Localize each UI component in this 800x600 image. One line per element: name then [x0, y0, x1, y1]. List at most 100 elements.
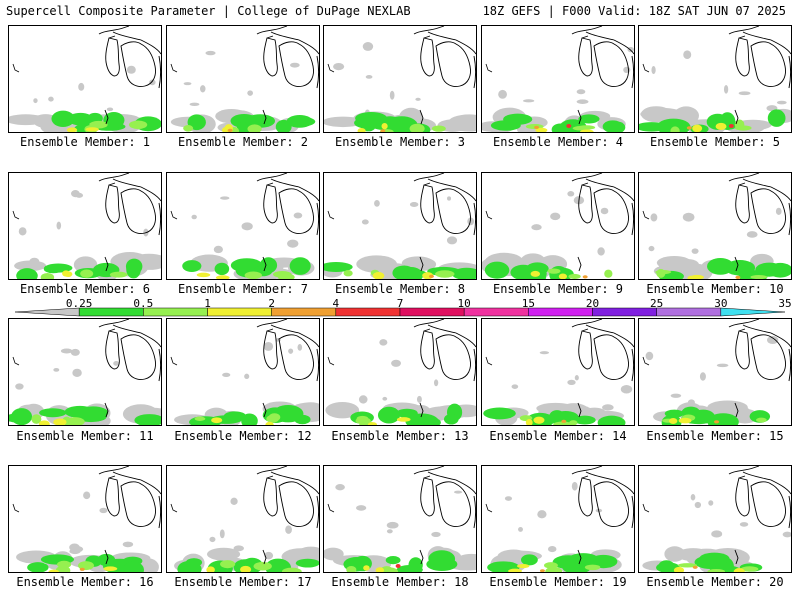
coastline	[485, 356, 493, 366]
coastline	[585, 324, 634, 348]
scp-green-contour	[291, 117, 316, 127]
scp-field-map	[170, 173, 319, 279]
scp-low-contour	[738, 91, 751, 96]
scp-light-green-contour	[356, 415, 369, 422]
coastline	[435, 481, 471, 527]
scp-yellow-contour	[196, 272, 211, 278]
scp-green-contour	[355, 112, 388, 125]
scp-orange-contour	[539, 569, 545, 572]
scp-red-contour	[728, 124, 734, 128]
coastline	[327, 63, 335, 73]
scp-low-contour	[391, 359, 401, 367]
coastline	[120, 188, 156, 234]
ensemble-member-label: Ensemble Member: 20	[646, 575, 784, 589]
scp-green-contour	[182, 260, 202, 273]
coastline	[593, 334, 629, 380]
ensemble-member-label: Ensemble Member: 17	[174, 575, 312, 589]
scp-low-contour	[782, 531, 791, 538]
scp-green-contour	[289, 257, 311, 275]
ensemble-member-label: Ensemble Member: 16	[16, 575, 154, 589]
ensemble-member-map	[638, 318, 792, 426]
ensemble-member-label: Ensemble Member: 2	[177, 135, 309, 149]
coastline	[170, 356, 178, 366]
coastline	[270, 178, 319, 202]
coastline	[473, 202, 476, 236]
scp-low-contour	[640, 107, 684, 121]
scp-green-contour	[97, 553, 116, 567]
coastline	[158, 202, 161, 236]
scp-low-contour	[126, 65, 136, 74]
coastline	[12, 356, 20, 366]
coastline	[278, 481, 314, 527]
scp-low-contour	[539, 351, 550, 355]
scp-low-contour	[548, 546, 557, 553]
scp-light-green-contour	[128, 120, 148, 130]
scp-low-contour	[244, 373, 250, 380]
coastline	[735, 37, 750, 77]
scp-low-contour	[56, 221, 62, 230]
coastline	[170, 503, 178, 513]
scp-field-map	[9, 319, 161, 425]
scp-green-contour	[265, 558, 291, 572]
coastline	[593, 188, 629, 234]
scp-low-contour	[233, 545, 244, 552]
ensemble-member-label: Ensemble Member: 1	[19, 135, 151, 149]
scp-low-contour	[600, 207, 609, 215]
scp-low-contour	[382, 396, 388, 401]
scp-light-green-contour	[431, 125, 446, 132]
coastline	[631, 202, 634, 236]
boundary-line	[577, 402, 582, 418]
coastline	[112, 31, 161, 55]
scp-green-contour	[602, 120, 623, 132]
coastline	[105, 330, 120, 370]
coastline	[112, 324, 161, 348]
colorbar-tick-label: 0.5	[133, 297, 154, 310]
scp-red-contour	[395, 564, 401, 568]
scp-low-contour	[18, 227, 27, 236]
boundary-line	[419, 549, 424, 565]
scp-yellow-contour	[525, 418, 533, 425]
coastline	[578, 330, 593, 370]
scp-green-contour	[554, 411, 572, 422]
scp-low-contour	[651, 66, 656, 75]
scp-low-contour	[183, 82, 192, 86]
scp-green-contour	[408, 557, 423, 572]
scp-light-green-contour	[553, 421, 573, 425]
scp-low-contour	[263, 341, 274, 351]
coastline	[105, 37, 120, 77]
scp-green-contour	[103, 112, 125, 129]
coastline	[12, 63, 20, 73]
scp-field-map	[170, 319, 319, 425]
coastline	[12, 210, 20, 220]
scp-low-contour	[567, 191, 575, 197]
scp-field-map	[12, 466, 161, 572]
ensemble-member-label: Ensemble Member: 10	[646, 282, 784, 296]
scp-yellow-contour	[668, 417, 678, 424]
scp-low-contour	[602, 404, 614, 411]
ensemble-member-map	[8, 25, 162, 133]
scp-green-contour	[295, 558, 319, 568]
scp-orange-contour	[561, 419, 567, 423]
scp-yellow-contour	[715, 122, 727, 130]
scp-low-contour	[574, 375, 579, 381]
scp-field-map	[324, 173, 476, 279]
scp-yellow-contour	[363, 565, 370, 571]
scp-low-contour	[78, 82, 85, 91]
scp-light-green-contour	[244, 271, 262, 279]
coastline	[735, 330, 750, 370]
boundary-line	[104, 109, 109, 125]
scp-yellow-contour	[215, 275, 230, 279]
boundary-line	[104, 402, 109, 418]
scp-green-contour	[27, 562, 49, 572]
scp-green-contour	[503, 113, 533, 125]
scp-field-map	[485, 466, 634, 572]
scp-low-contour	[75, 192, 84, 198]
scp-light-green-contour	[343, 270, 353, 277]
scp-low-contour	[455, 553, 476, 568]
scp-green-contour	[11, 408, 33, 425]
scp-low-contour	[522, 99, 535, 103]
coastline	[327, 356, 335, 366]
scp-orange-contour	[686, 126, 692, 130]
scp-light-green-contour	[734, 125, 752, 131]
ensemble-member-map	[8, 465, 162, 573]
